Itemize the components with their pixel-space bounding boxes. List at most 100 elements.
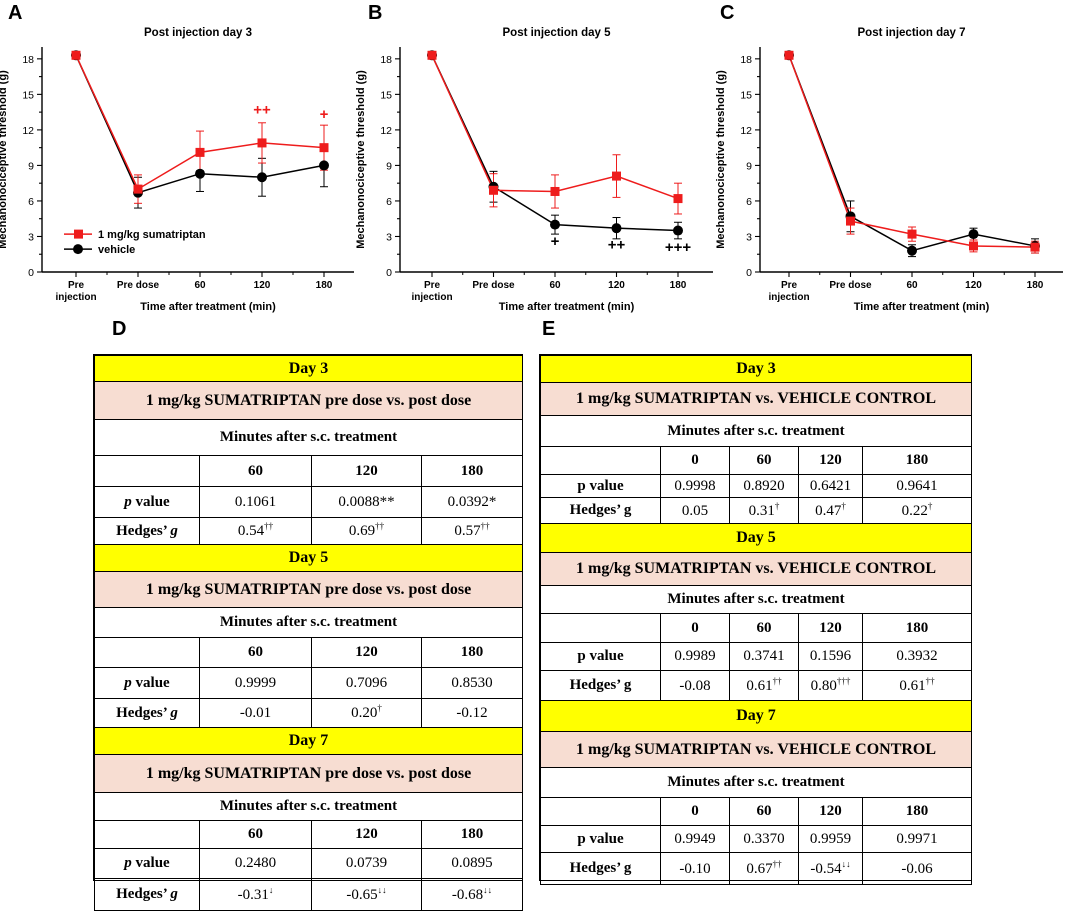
significance-marker: + bbox=[320, 106, 329, 123]
x-tick-label: 60 bbox=[194, 280, 206, 291]
p-value: 0.0392* bbox=[421, 486, 523, 518]
hedges-g-value: -0.08 bbox=[660, 670, 730, 701]
p-value: 0.9999 bbox=[199, 667, 312, 699]
g-marker: † bbox=[774, 500, 780, 511]
g-italic: g bbox=[170, 886, 178, 903]
time-header: 180 bbox=[421, 455, 523, 487]
y-tick-label: 3 bbox=[746, 231, 752, 243]
comparison-header: 1 mg/kg SUMATRIPTAN pre dose vs. post do… bbox=[94, 381, 523, 420]
data-point-circle bbox=[550, 219, 560, 230]
x-axis-label: Time after treatment (min) bbox=[499, 301, 635, 313]
x-tick-label: Pre bbox=[68, 280, 85, 291]
p-value-row: p value 0.9949 0.3370 0.9959 0.9971 bbox=[540, 825, 973, 853]
empty-header-cell bbox=[94, 820, 200, 849]
p-value: 0.6421 bbox=[798, 474, 863, 498]
empty-header-cell bbox=[540, 797, 661, 826]
g-marker: † bbox=[927, 500, 933, 511]
g-marker: †† bbox=[772, 675, 782, 686]
data-point-square bbox=[846, 216, 855, 226]
hedges-g-row: Hedges’ g -0.01 0.20† -0.12 bbox=[94, 698, 523, 728]
minutes-row: Minutes after s.c. treatment bbox=[94, 419, 523, 456]
g-marker: †† bbox=[480, 521, 490, 532]
hedges-g-value: 0.31† bbox=[729, 497, 799, 524]
time-header: 120 bbox=[798, 446, 863, 475]
p-value: 0.9989 bbox=[660, 642, 730, 671]
y-tick-label: 15 bbox=[740, 89, 752, 101]
x-tick-label: injection bbox=[55, 292, 96, 303]
data-point-square bbox=[319, 143, 329, 153]
day-header: Day 7 bbox=[539, 700, 973, 732]
p-label-rest: value bbox=[131, 674, 170, 691]
significance-marker: ++ bbox=[253, 102, 271, 119]
g-value: -0.54 bbox=[810, 860, 842, 877]
empty-header-cell bbox=[540, 446, 661, 475]
g-value: -0.65 bbox=[346, 886, 378, 903]
hedges-g-value: 0.61†† bbox=[861, 670, 973, 701]
hedges-g-value: -0.01 bbox=[199, 698, 312, 728]
g-value: -0.06 bbox=[901, 860, 933, 877]
comparison-row: 1 mg/kg SUMATRIPTAN pre dose vs. post do… bbox=[94, 381, 523, 420]
hedges-g-label: Hedges’ g bbox=[540, 497, 661, 524]
p-value-label: p value bbox=[94, 848, 200, 879]
y-tick-label: 6 bbox=[386, 196, 392, 208]
g-label-text: Hedges’ bbox=[116, 886, 171, 903]
p-value-row: p value 0.2480 0.0739 0.0895 bbox=[94, 848, 523, 879]
data-point-square bbox=[71, 50, 81, 60]
time-header: 60 bbox=[729, 613, 799, 643]
column-header-row: 0 60 120 180 bbox=[540, 613, 973, 643]
day-row: Day 5 bbox=[539, 523, 973, 553]
p-value: 0.8920 bbox=[729, 474, 799, 498]
x-tick-label: injection bbox=[411, 292, 452, 303]
chart-day-5: Post injection day 5 0 3 6 9 12 15 18 Preinjecti… bbox=[355, 27, 713, 313]
time-header: 60 bbox=[729, 797, 799, 826]
p-value: 0.2480 bbox=[199, 848, 312, 879]
g-marker: ↓↓ bbox=[483, 884, 493, 895]
g-marker: †† bbox=[375, 521, 385, 532]
g-value: 0.57 bbox=[454, 523, 481, 540]
column-header-row: 60 120 180 bbox=[94, 637, 523, 668]
g-value: -0.12 bbox=[456, 705, 488, 722]
hedges-g-row: Hedges’ g -0.08 0.61†† 0.80††† 0.61†† bbox=[540, 670, 973, 701]
hedges-g-value: 0.61†† bbox=[729, 670, 799, 701]
data-point-circle bbox=[195, 168, 205, 179]
time-header: 180 bbox=[421, 820, 523, 849]
y-tick-label: 9 bbox=[386, 160, 392, 172]
p-value: 0.9971 bbox=[861, 825, 973, 853]
hedges-g-value: 0.05 bbox=[660, 497, 730, 524]
p-value-label: p value bbox=[540, 474, 661, 498]
significance-marker: ++ bbox=[608, 237, 626, 254]
p-italic: p bbox=[124, 855, 132, 872]
data-point-circle bbox=[968, 229, 979, 240]
minutes-row: Minutes after s.c. treatment bbox=[539, 415, 973, 447]
data-point-square bbox=[969, 241, 978, 251]
p-value: 0.7096 bbox=[311, 667, 422, 699]
chart-title: Post injection day 3 bbox=[144, 27, 252, 39]
g-value: 0.69 bbox=[348, 523, 376, 540]
minutes-row: Minutes after s.c. treatment bbox=[94, 792, 523, 821]
hedges-g-value: -0.68↓↓ bbox=[421, 878, 523, 911]
p-value: 0.3370 bbox=[729, 825, 799, 853]
hedges-g-value: 0.57†† bbox=[421, 517, 523, 545]
time-header: 120 bbox=[311, 637, 422, 668]
hedges-g-value: -0.12 bbox=[421, 698, 523, 728]
hedges-g-row: Hedges’ g -0.10 0.67†† -0.54↓↓ -0.06 bbox=[540, 852, 973, 885]
hedges-g-value: -0.06 bbox=[861, 852, 973, 885]
x-axis-label: Time after treatment (min) bbox=[140, 301, 276, 313]
time-header: 60 bbox=[199, 455, 312, 487]
g-value: 0.54 bbox=[237, 523, 265, 540]
time-header: 180 bbox=[861, 797, 973, 826]
g-marker: ††† bbox=[836, 675, 851, 686]
hedges-g-row: Hedges’ g -0.31↓ -0.65↓↓ -0.68↓↓ bbox=[94, 878, 523, 911]
x-tick-label: Pre dose bbox=[117, 280, 160, 291]
time-header: 60 bbox=[199, 637, 312, 668]
g-marker: ↓↓ bbox=[377, 884, 387, 895]
minutes-header: Minutes after s.c. treatment bbox=[94, 607, 523, 638]
data-point-square bbox=[673, 194, 683, 204]
chart-day-3: Post injection day 3 0 3 6 9 12 15 18 Preinjecti… bbox=[0, 27, 354, 313]
x-tick-label: 180 bbox=[316, 280, 333, 291]
y-tick-label: 18 bbox=[740, 54, 752, 66]
panel-letter-b: B bbox=[368, 2, 383, 24]
g-value: 0.61 bbox=[899, 677, 926, 694]
data-point-square bbox=[907, 229, 917, 239]
